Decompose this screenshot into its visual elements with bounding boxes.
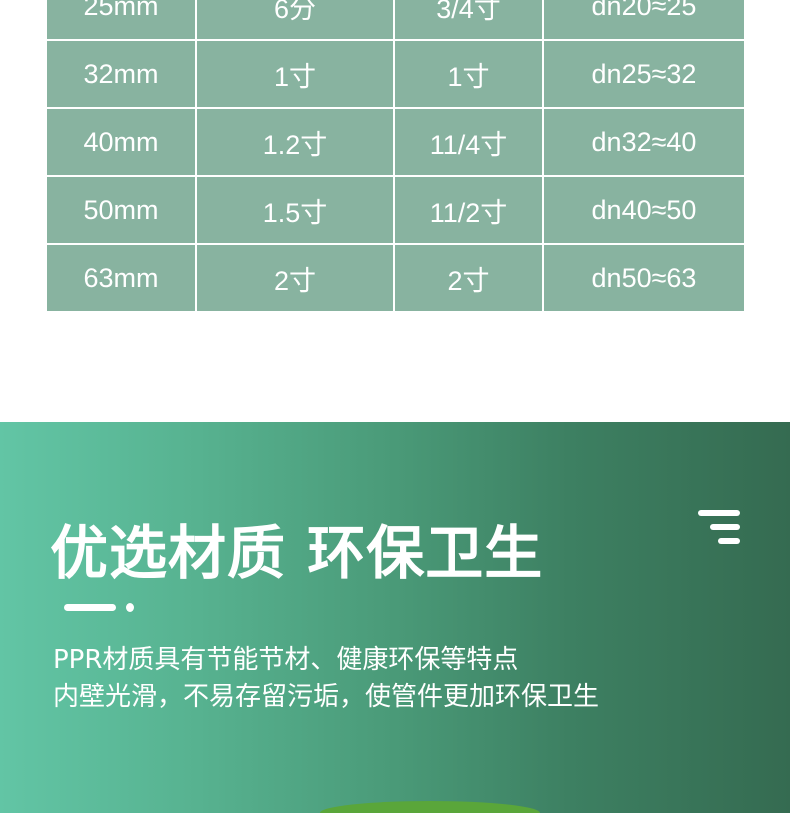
table-cell: dn20≈25	[544, 0, 744, 39]
table-row: 63mm 2寸 2寸 dn50≈63	[47, 245, 744, 311]
table-cell: 11/4寸	[395, 109, 544, 175]
description-line: 内壁光滑，不易存留污垢，使管件更加环保卫生	[53, 682, 600, 712]
table-cell: dn40≈50	[544, 177, 744, 243]
feature-section: 优选材质 环保卫生 PPR材质具有节能节材、健康环保等特点 内壁光滑，不易存留污…	[0, 422, 790, 813]
table-row: 40mm 1.2寸 11/4寸 dn32≈40	[47, 109, 744, 177]
product-image-top	[320, 801, 540, 813]
table-cell: 2寸	[395, 245, 544, 311]
feature-title: 优选材质 环保卫生	[50, 519, 544, 587]
divider-dash	[64, 604, 116, 611]
feature-description: PPR材质具有节能节材、健康环保等特点 内壁光滑，不易存留污垢，使管件更加环保卫…	[53, 642, 599, 716]
table-cell: 25mm	[47, 0, 197, 39]
table-cell: 11/2寸	[395, 177, 544, 243]
table-cell: 3/4寸	[395, 0, 544, 39]
table-cell: dn32≈40	[544, 109, 744, 175]
menu-lines-icon	[698, 510, 740, 546]
table-cell: dn50≈63	[544, 245, 744, 311]
description-line: PPR材质具有节能节材、健康环保等特点	[53, 645, 519, 675]
divider-dot	[126, 603, 134, 612]
table-row: 50mm 1.5寸 11/2寸 dn40≈50	[47, 177, 744, 245]
table-cell: 1.2寸	[197, 109, 395, 175]
table-cell: 2寸	[197, 245, 395, 311]
table-cell: 1.5寸	[197, 177, 395, 243]
spec-table: 25mm 6分 3/4寸 dn20≈25 32mm 1寸 1寸 dn25≈32 40mm 1.2寸…	[47, 0, 744, 311]
table-cell: 1寸	[395, 41, 544, 107]
table-cell: dn25≈32	[544, 41, 744, 107]
table-row: 32mm 1寸 1寸 dn25≈32	[47, 41, 744, 109]
table-cell: 6分	[197, 0, 395, 39]
table-cell: 32mm	[47, 41, 197, 107]
table-cell: 63mm	[47, 245, 197, 311]
table-cell: 1寸	[197, 41, 395, 107]
table-cell: 40mm	[47, 109, 197, 175]
table-row: 25mm 6分 3/4寸 dn20≈25	[47, 0, 744, 41]
table-cell: 50mm	[47, 177, 197, 243]
